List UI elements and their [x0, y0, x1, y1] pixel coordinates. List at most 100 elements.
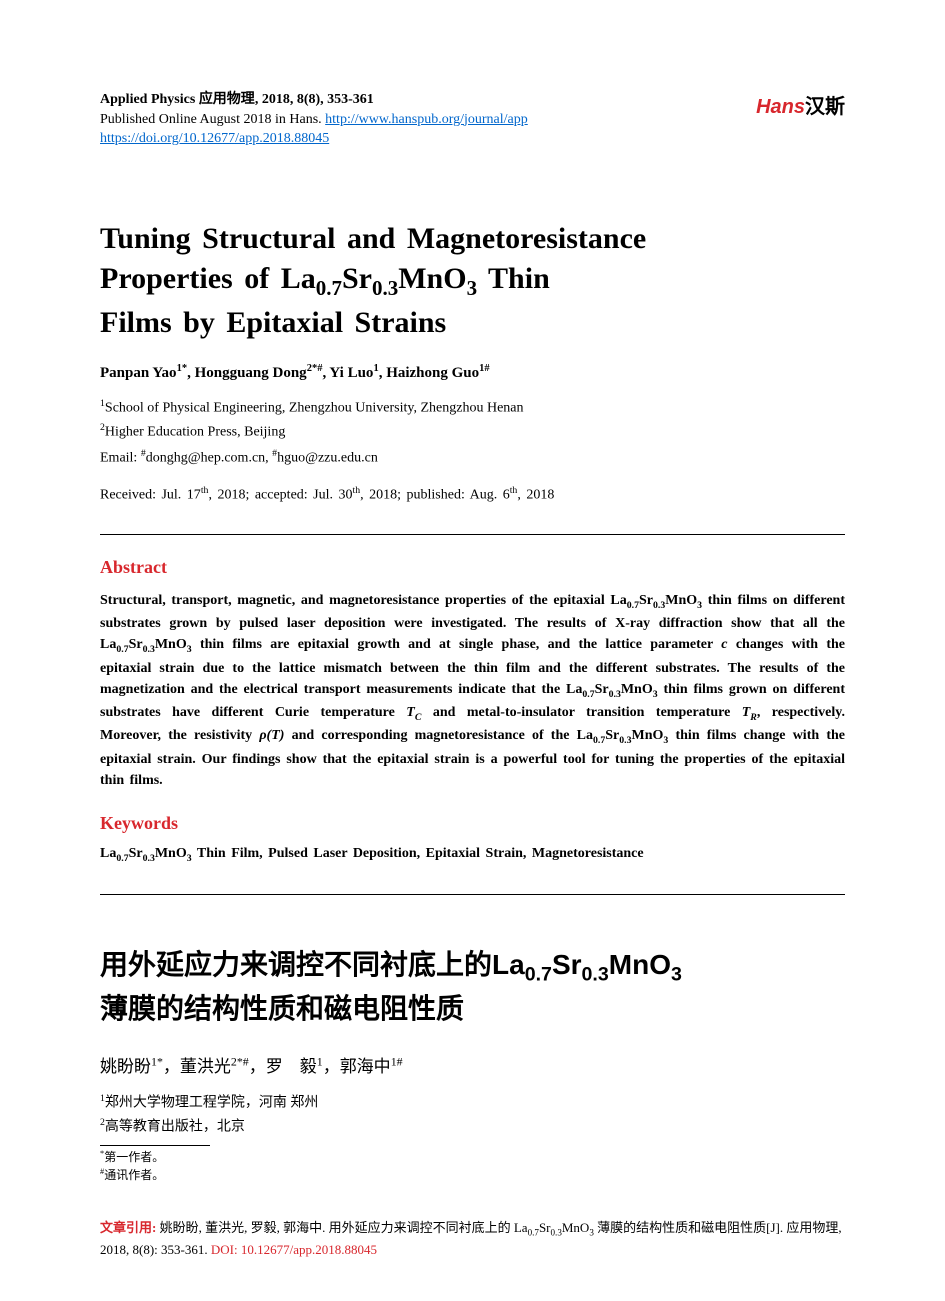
paper-page: Applied Physics 应用物理, 2018, 8(8), 353-36…: [0, 0, 945, 1301]
abs-e-i: T: [406, 705, 415, 720]
journal-block: Applied Physics 应用物理, 2018, 8(8), 353-36…: [100, 90, 528, 149]
author-cn-3: 罗 毅: [266, 1057, 317, 1076]
author-4-sup: 1#: [479, 363, 490, 374]
author-cn-4: 郭海中: [340, 1057, 391, 1076]
accepted-year: , 2018;: [360, 488, 406, 503]
title-en-line2b: Thin: [477, 262, 550, 295]
abs-g-i: ρ: [259, 728, 266, 743]
affiliations-chinese: 1郑州大学物理工程学院，河南 郑州 2高等教育出版社，北京: [100, 1091, 845, 1139]
sub-03: 0.3: [372, 276, 398, 300]
authors-english: Panpan Yao1*, Hongguang Dong2*#, Yi Luo1…: [100, 363, 845, 382]
abs-sub7: 0.7: [582, 688, 594, 699]
abs-sub5: 0.3: [143, 644, 155, 655]
abs-sub4: 0.7: [116, 644, 128, 655]
footnote-rule: [100, 1145, 210, 1146]
publish-text: Published Online August 2018 in Hans.: [100, 112, 325, 127]
journal-name-en: Applied Physics: [100, 92, 195, 107]
divider-1: [100, 534, 845, 535]
title-en-line1: Tuning Structural and Magnetoresistance: [100, 222, 646, 255]
logo-hans: Hans: [756, 96, 805, 118]
header-row: Applied Physics 应用物理, 2018, 8(8), 353-36…: [100, 90, 845, 149]
abs-c: thin films are epitaxial growth and at s…: [192, 637, 722, 652]
doi-link[interactable]: https://doi.org/10.12677/app.2018.88045: [100, 131, 329, 146]
affil-cn-1: 1郑州大学物理工程学院，河南 郑州: [100, 1091, 845, 1115]
received-year: , 2018;: [208, 488, 254, 503]
abs-sub11: 0.3: [619, 735, 631, 746]
citation-block: 文章引用: 姚盼盼, 董洪光, 罗毅, 郭海中. 用外延应力来调控不同衬底上的 …: [100, 1218, 845, 1261]
journal-cite-tail: , 2018, 8(8), 353-361: [255, 92, 374, 107]
author-cn-1-sup: 1*: [151, 1054, 163, 1068]
abstract-body: Structural, transport, magnetic, and mag…: [100, 590, 845, 791]
doi-label: DOI:: [211, 1242, 241, 1257]
accepted-sup: th: [353, 485, 361, 496]
author-1: Panpan Yao: [100, 365, 177, 381]
affil-cn-2-text: 高等教育出版社，北京: [105, 1120, 245, 1135]
keywords-body: La0.7Sr0.3MnO3 Thin Film, Pulsed Laser D…: [100, 846, 845, 864]
published-label: published: Aug. 6: [407, 488, 510, 503]
publisher-logo: Hans汉斯: [756, 90, 845, 119]
abs-f-i: T: [742, 705, 751, 720]
affiliations-english: 1School of Physical Engineering, Zhengzh…: [100, 396, 845, 444]
footnotes: *第一作者。 #通讯作者。: [100, 1148, 845, 1184]
journal-name-cn: 应用物理: [199, 92, 255, 107]
author-1-sup: 1*: [177, 363, 188, 374]
logo-cn: 汉斯: [805, 96, 845, 118]
publish-line: Published Online August 2018 in Hans. ht…: [100, 110, 528, 130]
sub-07: 0.7: [316, 276, 342, 300]
footnote-1-text: 第一作者。: [104, 1150, 164, 1164]
kw-sub2: 0.3: [143, 853, 155, 864]
affil-1: 1School of Physical Engineering, Zhengzh…: [100, 396, 845, 420]
affil-cn-1-text: 郑州大学物理工程学院，河南 郑州: [105, 1096, 319, 1111]
citation-body-a: 姚盼盼, 董洪光, 罗毅, 郭海中. 用外延应力来调控不同衬底上的 La: [160, 1220, 528, 1235]
dates-line: Received: Jul. 17th, 2018; accepted: Jul…: [100, 485, 845, 504]
affil-2: 2Higher Education Press, Beijing: [100, 420, 845, 444]
received-label: Received: Jul. 17: [100, 488, 201, 503]
title-english: Tuning Structural and Magnetoresistance …: [100, 219, 845, 343]
affil-2-text: Higher Education Press, Beijing: [105, 425, 285, 440]
author-cn-1: 姚盼盼: [100, 1057, 151, 1076]
kw-post: Thin Film, Pulsed Laser Deposition, Epit…: [192, 846, 644, 861]
author-3-sup: 1: [373, 363, 378, 374]
doi-line: https://doi.org/10.12677/app.2018.88045: [100, 129, 528, 149]
abs-sub8: 0.3: [609, 688, 621, 699]
author-cn-4-sup: 1#: [391, 1054, 403, 1068]
title-en-line2a: Properties of La: [100, 262, 316, 295]
cn-sub2: 0.3: [582, 963, 609, 985]
title-chinese: 用外延应力来调控不同衬底上的La0.7Sr0.3MnO3薄膜的结构性质和磁电阻性…: [100, 945, 845, 1028]
keywords-heading: Keywords: [100, 813, 845, 834]
journal-citation: Applied Physics 应用物理, 2018, 8(8), 353-36…: [100, 90, 528, 110]
cite-sub1: 0.7: [528, 1228, 539, 1238]
citation-label: 文章引用:: [100, 1220, 160, 1235]
abstract-heading: Abstract: [100, 557, 845, 578]
author-cn-2: 董洪光: [180, 1057, 231, 1076]
doi-value[interactable]: 10.12677/app.2018.88045: [241, 1242, 377, 1257]
cn-sub1: 0.7: [525, 963, 552, 985]
footnote-1: *第一作者。: [100, 1148, 845, 1166]
email-label: Email:: [100, 451, 141, 466]
abs-f: and metal-to-insulator transition temper…: [421, 705, 741, 720]
abs-h: and corresponding magnetoresistance of t…: [284, 728, 593, 743]
abs-g-par: (T): [267, 728, 285, 743]
abs-sub10: 0.7: [593, 735, 605, 746]
kw-pre: La: [100, 846, 116, 861]
abs-sub2: 0.3: [653, 599, 665, 610]
cite-sub2: 0.3: [551, 1228, 562, 1238]
author-4: Haizhong Guo: [386, 365, 479, 381]
journal-url-link[interactable]: http://www.hanspub.org/journal/app: [325, 112, 528, 127]
title-cn-post: 薄膜的结构性质和磁电阻性质: [100, 993, 464, 1024]
abs-a: Structural, transport, magnetic, and mag…: [100, 593, 627, 608]
email-1: donghg@hep.com.cn: [146, 451, 265, 466]
footnote-2: #通讯作者。: [100, 1166, 845, 1184]
author-cn-3-sup: 1: [317, 1054, 323, 1068]
title-en-line3: Films by Epitaxial Strains: [100, 306, 446, 339]
abs-sub1: 0.7: [627, 599, 639, 610]
author-2-sup: 2*#: [307, 363, 323, 374]
cn-sub3: 3: [671, 963, 682, 985]
affil-cn-2: 2高等教育出版社，北京: [100, 1115, 845, 1139]
affil-1-text: School of Physical Engineering, Zhengzho…: [105, 401, 524, 416]
divider-2: [100, 894, 845, 895]
title-cn-pre: 用外延应力来调控不同衬底上的La: [100, 949, 525, 980]
sub-3: 3: [467, 276, 478, 300]
email-line: Email: #donghg@hep.com.cn, #hguo@zzu.edu…: [100, 448, 845, 467]
author-2: Hongguang Dong: [195, 365, 307, 381]
